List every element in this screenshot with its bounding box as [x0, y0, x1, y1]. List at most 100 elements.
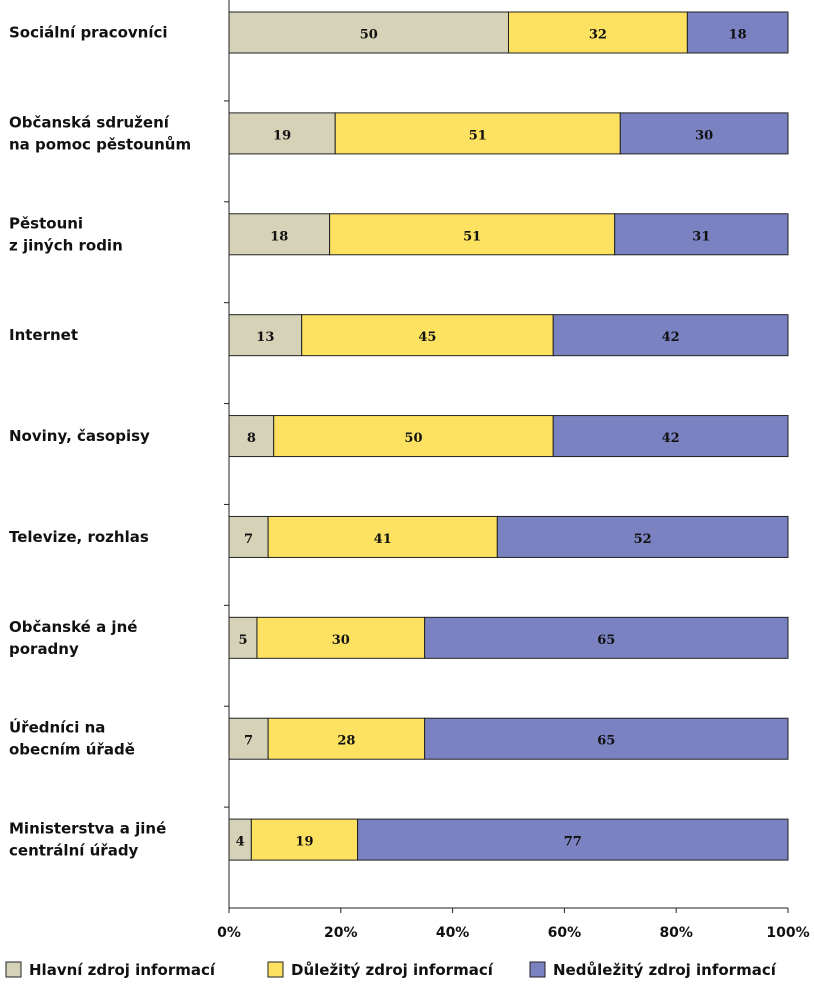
legend-item: Nedůležitý zdroj informací: [529, 961, 777, 979]
bar-segment: [256, 616, 426, 659]
bar-segment: [228, 11, 509, 54]
bar-segment: [619, 112, 789, 155]
bar-segment: [508, 11, 688, 54]
data-label: 51: [469, 128, 487, 143]
bar-segment: [273, 415, 554, 458]
data-label: 45: [418, 330, 436, 345]
category-label-line: centrální úřady: [9, 842, 139, 860]
data-label: 8: [247, 431, 256, 446]
bar-segment: [228, 415, 275, 458]
category-label: Úředníci na obecním úřadě: [9, 718, 135, 759]
x-tick-label: 20%: [324, 925, 358, 941]
data-label: 19: [273, 128, 291, 143]
category-label-line: Úředníci na: [9, 718, 105, 737]
x-tick-label: 60%: [548, 925, 582, 941]
bar-segment: [250, 818, 359, 861]
category-label-line: Internet: [9, 326, 78, 344]
axis-layer: 0% 20% 40% 60% 80% 100%: [217, 0, 810, 941]
category-label: Občanské a jné poradny: [9, 618, 137, 658]
x-tick-label: 0%: [217, 925, 241, 941]
bar-row: 50 32 18: [228, 11, 789, 54]
bar-segment: [267, 515, 498, 558]
data-label: 50: [360, 28, 378, 43]
category-label-line: Pěstouni: [9, 214, 83, 232]
data-label: 28: [337, 734, 355, 749]
bar-row: 5 30 65: [228, 616, 789, 659]
data-label: 42: [662, 431, 680, 446]
data-label: 30: [695, 128, 713, 143]
legend-label: Důležitý zdroj informací: [291, 961, 494, 979]
legend-swatch: [529, 961, 546, 978]
bar-segment: [686, 11, 789, 54]
bar-row: 13 45 42: [228, 314, 789, 357]
data-label: 19: [295, 835, 313, 850]
data-label: 7: [244, 734, 253, 749]
category-label-line: na pomoc pěstounům: [9, 135, 191, 153]
bar-segment: [334, 112, 621, 155]
data-label: 77: [564, 835, 582, 850]
data-label: 65: [597, 633, 615, 648]
data-label: 50: [404, 431, 422, 446]
bars-layer: 50 32 18 Sociální pracovníci 19 51 30 Občanská …: [9, 11, 789, 861]
category-label-line: z jiných rodin: [9, 236, 123, 254]
bar-row: 8 50 42: [228, 415, 789, 458]
data-label: 32: [589, 28, 607, 43]
data-label: 4: [236, 835, 245, 850]
category-label: Televize, rozhlas: [9, 528, 149, 546]
bar-segment: [496, 515, 789, 558]
bar-segment: [228, 717, 269, 760]
legend: Hlavní zdroj informací Důležitý zdroj inf…: [5, 961, 777, 979]
data-label: 42: [662, 330, 680, 345]
bar-segment: [228, 616, 258, 659]
legend-swatch: [267, 961, 284, 978]
data-label: 5: [238, 633, 247, 648]
category-label: Internet: [9, 326, 78, 344]
bar-segment: [614, 213, 789, 256]
data-label: 30: [332, 633, 350, 648]
data-label: 31: [692, 229, 710, 244]
category-label: Občanská sdružení na pomoc pěstounům: [9, 113, 191, 153]
category-label-line: Noviny, časopisy: [9, 427, 150, 445]
bar-row: 7 28 65: [228, 717, 789, 760]
bar-segment: [228, 213, 331, 256]
data-label: 52: [634, 532, 652, 547]
data-label: 65: [597, 734, 615, 749]
bar-segment: [228, 314, 303, 357]
legend-label: Hlavní zdroj informací: [29, 961, 216, 979]
legend-item: Důležitý zdroj informací: [267, 961, 494, 979]
bar-row: 7 41 52: [228, 515, 789, 558]
bar-segment: [424, 717, 789, 760]
category-label: Noviny, časopisy: [9, 427, 150, 445]
data-label: 51: [463, 229, 481, 244]
x-tick-label: 100%: [766, 925, 809, 941]
data-label: 41: [374, 532, 392, 547]
category-label-line: Sociální pracovníci: [9, 24, 168, 42]
category-label: Sociální pracovníci: [9, 24, 168, 42]
category-label-line: Občanská sdružení: [9, 113, 170, 131]
legend-swatch: [5, 961, 22, 978]
data-label: 7: [244, 532, 253, 547]
bar-row: 4 19 77: [228, 818, 789, 861]
category-label-line: Televize, rozhlas: [9, 528, 149, 546]
x-tick-label: 80%: [659, 925, 693, 941]
category-label: Pěstouni z jiných rodin: [9, 214, 123, 254]
bar-row: 18 51 31: [228, 213, 789, 256]
category-label-line: obecním úřadě: [9, 741, 135, 759]
category-label-line: Občanské a jné: [9, 618, 137, 636]
category-label-line: Ministerstva a jiné: [9, 820, 166, 838]
bar-segment: [552, 314, 789, 357]
bar-segment: [267, 717, 426, 760]
bar-segment: [357, 818, 789, 861]
data-label: 13: [256, 330, 274, 345]
legend-item: Hlavní zdroj informací: [5, 961, 216, 979]
bar-segment: [424, 616, 789, 659]
bar-segment: [552, 415, 789, 458]
bar-segment: [329, 213, 616, 256]
bar-row: 19 51 30: [228, 112, 789, 155]
data-label: 18: [729, 28, 747, 43]
category-label-line: poradny: [9, 640, 79, 658]
legend-label: Nedůležitý zdroj informací: [553, 961, 777, 979]
data-label: 18: [270, 229, 288, 244]
